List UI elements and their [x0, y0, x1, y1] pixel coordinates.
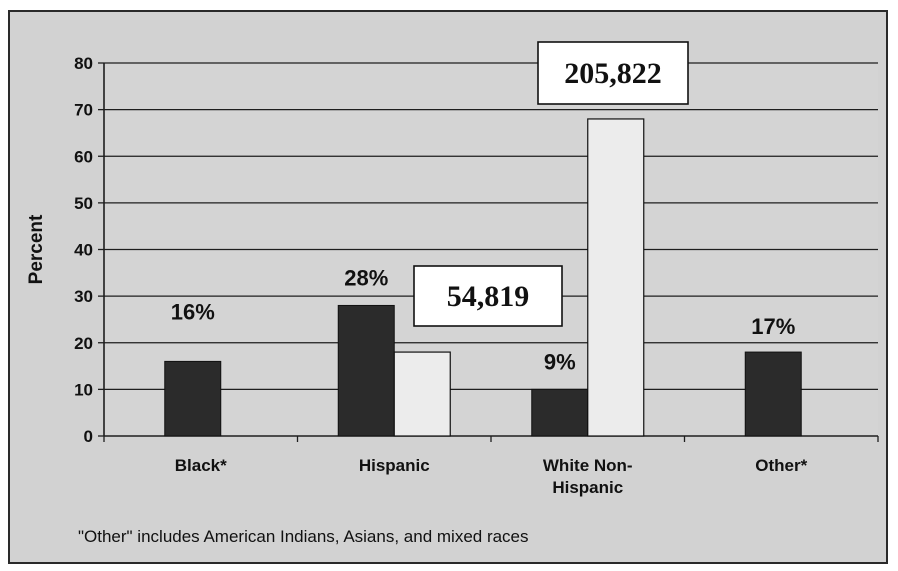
callout-value: 205,822	[564, 57, 662, 90]
data-label: 17%	[751, 314, 795, 339]
x-tick-label: Other*	[755, 456, 807, 475]
bar-series-1	[164, 360, 222, 437]
y-tick-label: 40	[74, 241, 93, 260]
footnote: "Other" includes American Indians, Asian…	[78, 527, 529, 546]
y-tick-label: 0	[84, 427, 93, 446]
bar-series-2	[393, 351, 451, 437]
y-tick-label: 80	[74, 54, 93, 73]
x-tick-label: White Non-	[543, 456, 633, 475]
y-tick-label: 50	[74, 194, 93, 213]
data-label: 28%	[344, 265, 388, 290]
y-tick-label: 30	[74, 287, 93, 306]
x-tick-label: Hispanic	[552, 478, 623, 497]
data-label: 9%	[544, 349, 576, 374]
bar-series-1	[337, 304, 395, 437]
data-label: 16%	[171, 299, 215, 324]
y-tick-label: 20	[74, 334, 93, 353]
y-axis-label: Percent	[26, 214, 47, 284]
chart-frame: 0 10 20 30 40 50 60 70 80 Percent 16% 28% 9% 17% Black…	[8, 10, 888, 564]
bar-chart: 0 10 20 30 40 50 60 70 80 Percent 16% 28% 9% 17% Black…	[26, 41, 879, 546]
bar-series-2	[587, 118, 645, 437]
y-tick-label: 10	[74, 380, 93, 399]
x-tick-label: Hispanic	[359, 456, 430, 475]
y-tick-label: 60	[74, 147, 93, 166]
callout-box	[413, 265, 563, 327]
x-tick-label: Black*	[175, 456, 227, 475]
callout-box	[537, 41, 689, 105]
bar-series-1	[531, 388, 589, 437]
bar-series-1	[744, 351, 802, 437]
y-tick-label: 70	[74, 101, 93, 120]
callout-value: 54,819	[447, 280, 530, 313]
